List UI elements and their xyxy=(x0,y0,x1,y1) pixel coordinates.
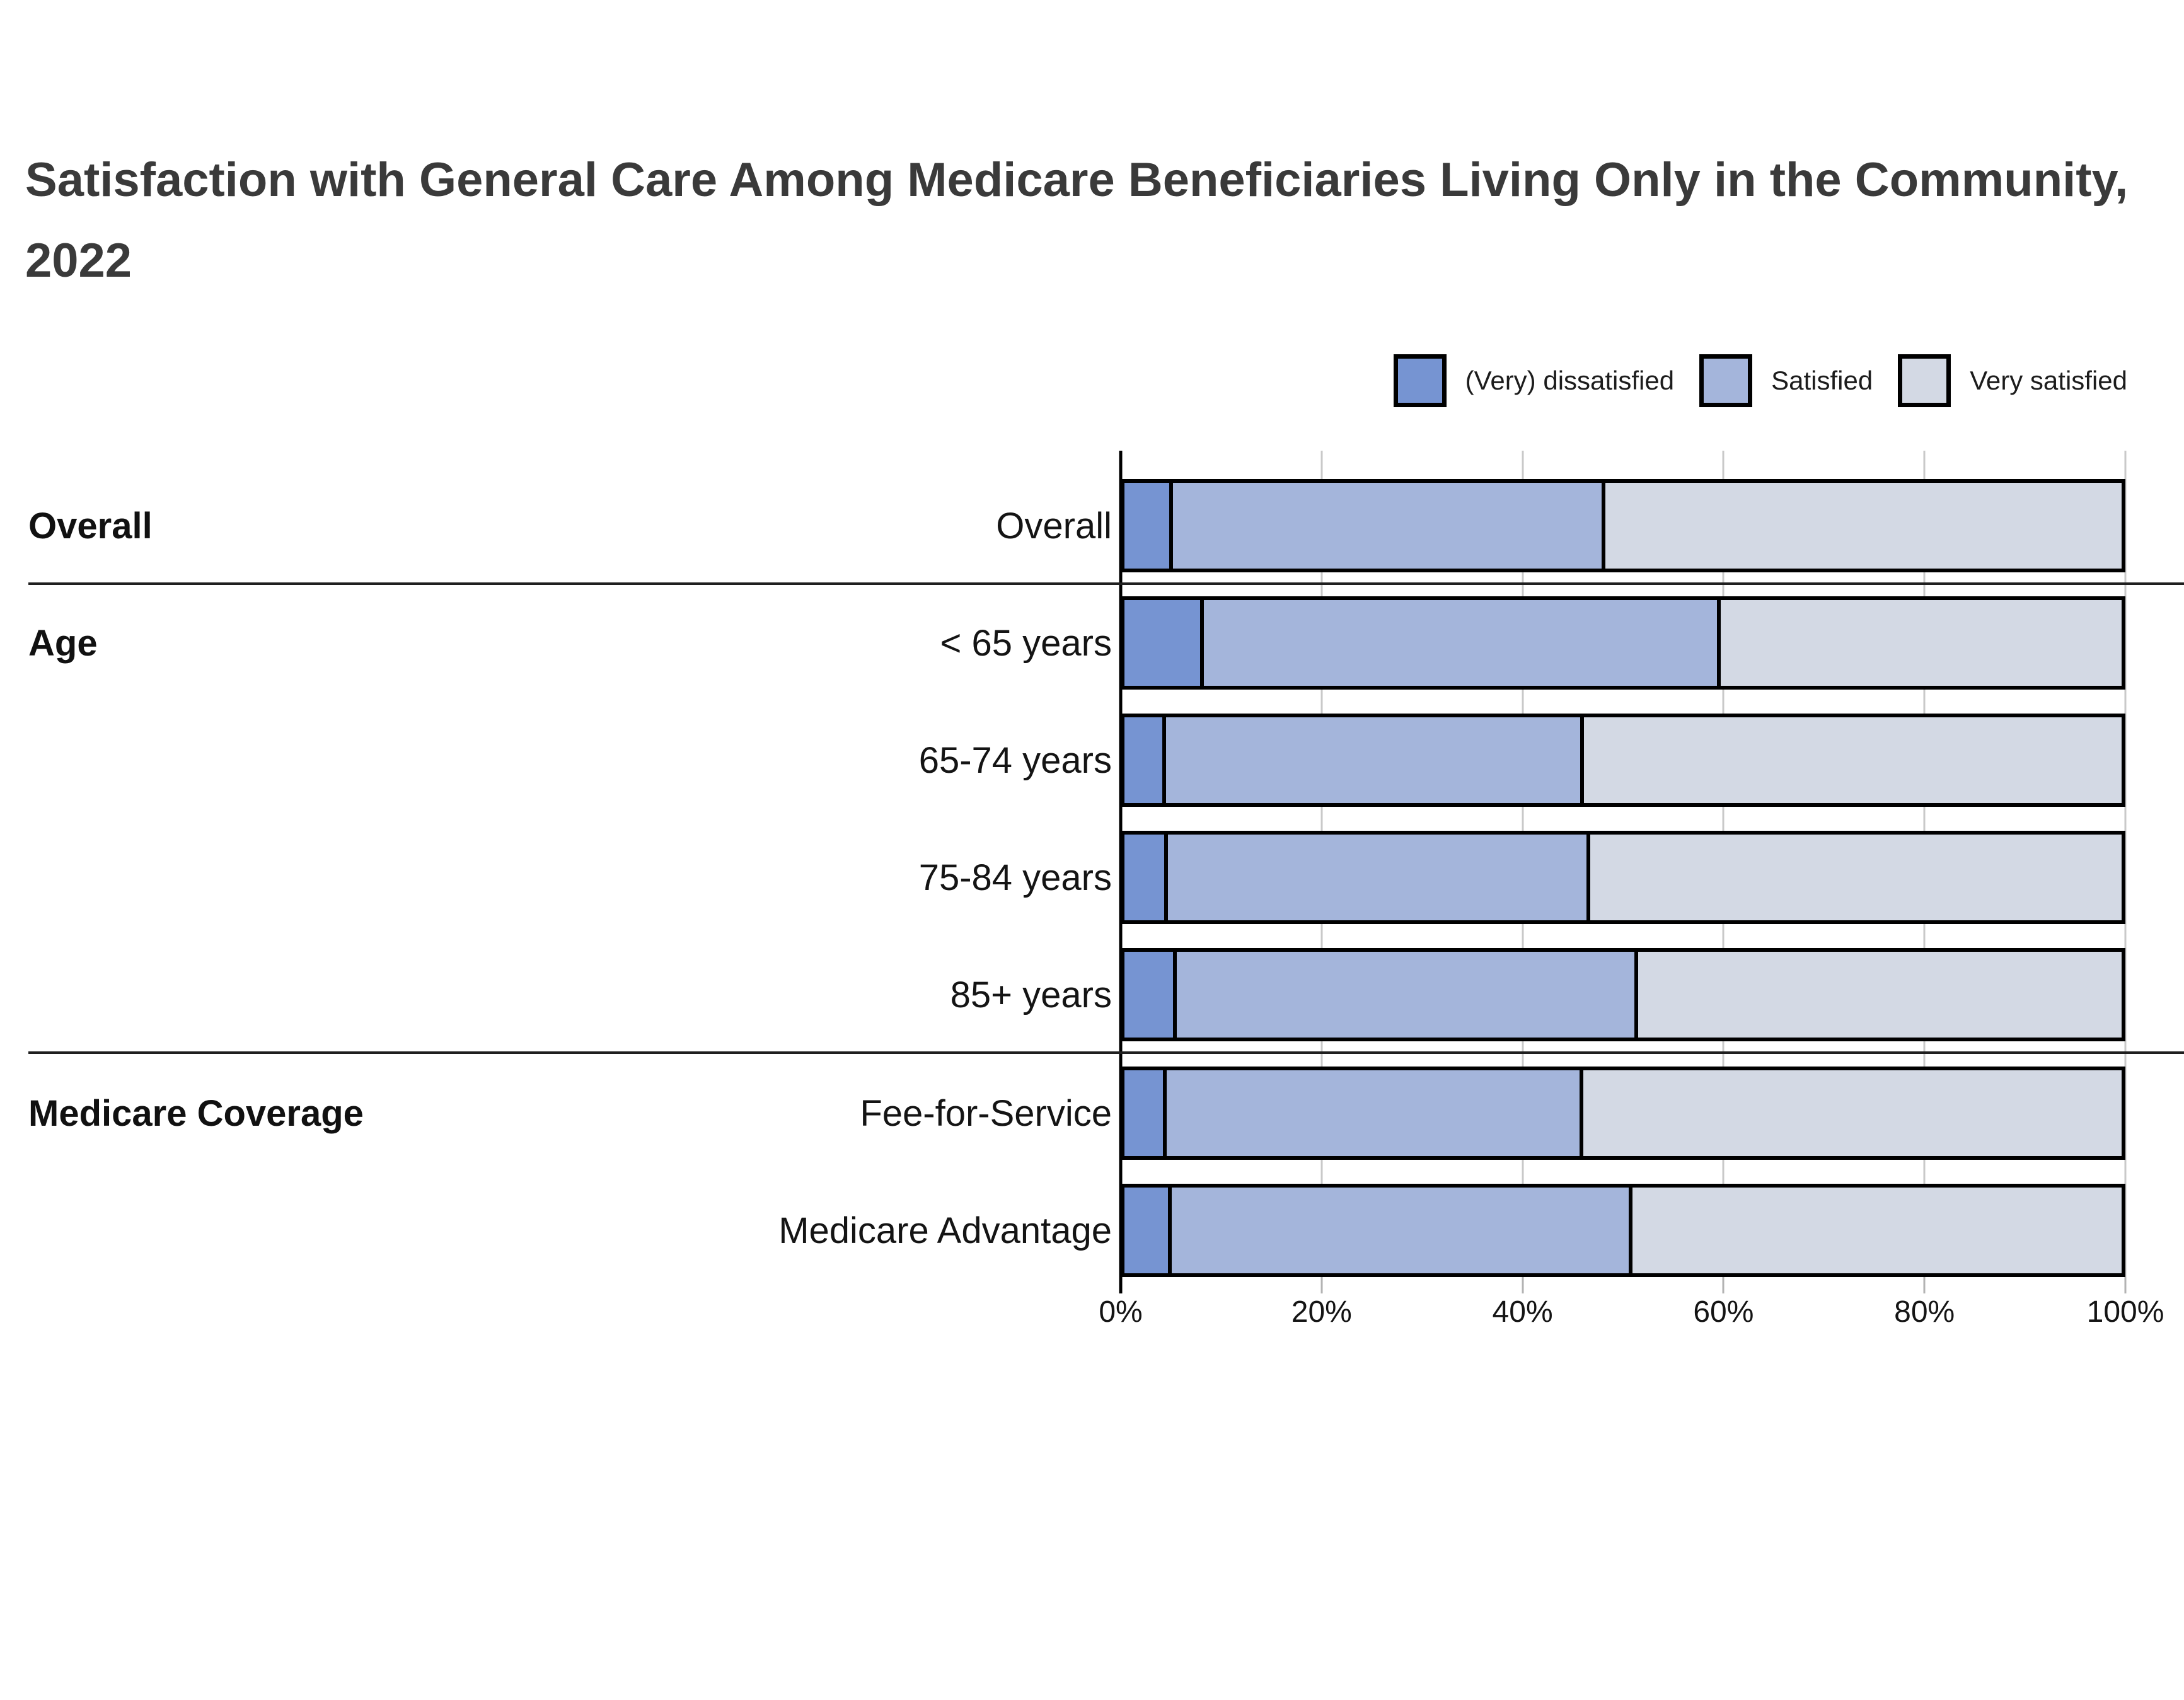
stacked-bar xyxy=(1121,1184,2125,1278)
bar-segment-very-satisfied xyxy=(1634,948,2125,1042)
group-label: Medicare Coverage xyxy=(28,1092,364,1134)
row-label: Overall xyxy=(996,505,1112,546)
stacked-bar xyxy=(1121,714,2125,807)
bar-segment-very-satisfied xyxy=(1586,831,2125,925)
bar-segment-very-dissatisfied xyxy=(1121,948,1177,1042)
bar-segment-very-dissatisfied xyxy=(1121,831,1168,925)
bar-segment-very-dissatisfied xyxy=(1121,479,1173,573)
bar-segment-very-dissatisfied xyxy=(1121,714,1166,807)
axis-tick-label: 0% xyxy=(1099,1295,1143,1329)
legend-label: (Very) dissatisfied xyxy=(1465,366,1675,396)
row-label: 65-74 years xyxy=(918,739,1112,781)
bar-segment-very-dissatisfied xyxy=(1121,596,1205,690)
bar-segment-very-dissatisfied xyxy=(1121,1067,1167,1160)
axis-tick-label: 40% xyxy=(1492,1295,1553,1329)
group-label: Age xyxy=(28,622,98,664)
legend-label: Very satisfied xyxy=(1970,366,2127,396)
legend-label: Satisfied xyxy=(1771,366,1873,396)
bar-segment-satisfied xyxy=(1164,831,1590,925)
row-label: Medicare Advantage xyxy=(778,1210,1112,1251)
x-axis: 0% 20% 40% 60% 80% 100% xyxy=(1099,1277,2164,1329)
chart-title: Satisfaction with General Care Among Med… xyxy=(25,153,2129,287)
bar-groups: Overall Overall Age < 65 years 65-74 years 75… xyxy=(0,451,2184,1278)
gridline-100 xyxy=(2124,451,2127,1278)
bar-segment-satisfied xyxy=(1200,596,1721,690)
legend-item: (Very) dissatisfied xyxy=(1393,354,1675,408)
group-overall: Overall Overall xyxy=(28,451,2184,582)
legend-swatch-3 xyxy=(1898,354,1951,408)
axis-tick-label: 100% xyxy=(2086,1295,2164,1329)
legend-item: Very satisfied xyxy=(1898,354,2127,408)
axis-tick-80 xyxy=(1923,1277,1926,1294)
table-row: Age < 65 years xyxy=(28,596,2184,690)
bar-segment-very-dissatisfied xyxy=(1121,1184,1172,1278)
axis-tick-100 xyxy=(2124,1277,2127,1294)
row-label: 85+ years xyxy=(950,974,1112,1015)
table-row: 65-74 years xyxy=(28,714,2184,807)
bar-segment-satisfied xyxy=(1169,479,1605,573)
plot-area: Overall Overall Age < 65 years 65-74 years 75… xyxy=(0,451,2184,1329)
axis-tick-label: 80% xyxy=(1894,1295,1955,1329)
row-label: 75-84 years xyxy=(918,857,1112,898)
bar-segment-satisfied xyxy=(1162,714,1585,807)
axis-tick-label: 20% xyxy=(1291,1295,1352,1329)
table-row: 75-84 years xyxy=(28,831,2184,925)
stacked-bar xyxy=(1121,479,2125,573)
axis-tick-label: 60% xyxy=(1693,1295,1754,1329)
group-age: Age < 65 years 65-74 years 75-84 years 85+ y… xyxy=(28,582,2184,1051)
bar-segment-very-satisfied xyxy=(1580,714,2125,807)
group-medicare-coverage: Medicare Coverage Fee-for-Service Medicare… xyxy=(28,1051,2184,1278)
stacked-bar xyxy=(1121,596,2125,690)
table-row: Overall Overall xyxy=(28,479,2184,573)
bar-segment-very-satisfied xyxy=(1601,479,2125,573)
legend-swatch-2 xyxy=(1699,354,1753,408)
axis-tick-20 xyxy=(1320,1277,1323,1294)
axis-tick-40 xyxy=(1522,1277,1524,1294)
legend-item: Satisfied xyxy=(1699,354,1873,408)
table-row: Medicare Coverage Fee-for-Service xyxy=(28,1067,2184,1160)
row-label: < 65 years xyxy=(940,622,1112,664)
axis-tick-60 xyxy=(1722,1277,1725,1294)
bar-segment-very-satisfied xyxy=(1716,596,2125,690)
table-row: 85+ years xyxy=(28,948,2184,1042)
legend: (Very) dissatisfied Satisfied Very satisfi… xyxy=(0,354,2127,408)
row-label: Fee-for-Service xyxy=(860,1092,1112,1134)
stacked-bar xyxy=(1121,948,2125,1042)
stacked-bar xyxy=(1121,1067,2125,1160)
group-label: Overall xyxy=(28,505,153,546)
bar-segment-very-satisfied xyxy=(1579,1067,2125,1160)
bar-segment-satisfied xyxy=(1163,1067,1583,1160)
chart-card: Satisfaction with General Care Among Med… xyxy=(0,140,2184,1700)
table-row: Medicare Advantage xyxy=(28,1184,2184,1278)
legend-swatch-1 xyxy=(1393,354,1447,408)
stacked-bar xyxy=(1121,831,2125,925)
bar-segment-very-satisfied xyxy=(1628,1184,2125,1278)
bar-segment-satisfied xyxy=(1168,1184,1632,1278)
bar-segment-satisfied xyxy=(1173,948,1639,1042)
